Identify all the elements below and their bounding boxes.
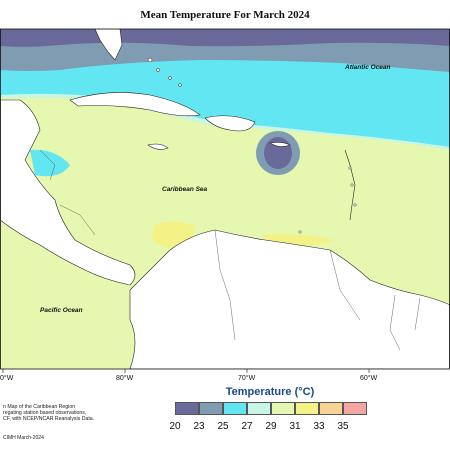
island-6 xyxy=(350,183,354,187)
pr-20 xyxy=(264,137,292,169)
lon-ticks xyxy=(2,369,370,373)
bahamas-1 xyxy=(147,57,153,63)
label-pacific: Pacific Ocean xyxy=(40,307,83,314)
credit-line-2: regating station based observations, xyxy=(3,410,87,416)
credits: n Map of the Caribbean Region regating s… xyxy=(3,404,94,422)
credit-line-1: n Map of the Caribbean Region xyxy=(3,404,76,410)
label-atlantic: Atlantic Ocean xyxy=(344,64,391,71)
legend-swatch-0 xyxy=(175,402,199,415)
stamp: CIMH March-2024 xyxy=(3,435,44,441)
hispaniola xyxy=(204,115,256,132)
legend-tick-7: 35 xyxy=(337,421,349,432)
legend-ticks: 20 23 25 27 29 31 33 35 xyxy=(163,421,393,433)
legend-tick-4: 29 xyxy=(265,421,277,432)
legend-swatch-5 xyxy=(295,402,319,415)
lon-tick-3: 60°W xyxy=(360,374,378,382)
bahamas-4 xyxy=(178,83,182,87)
legend-swatch-1 xyxy=(199,402,223,415)
cuba xyxy=(69,92,201,117)
island-8 xyxy=(298,230,302,234)
island-5 xyxy=(348,166,352,170)
map-title: Mean Temperature For March 2024 xyxy=(140,9,310,21)
border-2 xyxy=(59,204,96,236)
legend-tick-0: 20 xyxy=(169,421,181,432)
legend-swatch-3 xyxy=(247,402,271,415)
border-5 xyxy=(389,294,401,351)
legend-tick-6: 33 xyxy=(313,421,325,432)
border-6 xyxy=(414,297,421,331)
lesser-antilles xyxy=(344,149,356,221)
jamaica xyxy=(147,143,169,150)
puerto-rico xyxy=(269,142,291,147)
florida xyxy=(94,29,123,61)
border-1 xyxy=(39,149,56,181)
legend-swatch-2 xyxy=(223,402,247,415)
legend-tick-5: 31 xyxy=(289,421,301,432)
legend-swatch-6 xyxy=(319,402,343,415)
label-caribbean: Caribbean Sea xyxy=(162,186,208,193)
lon-tick-1: 80°W xyxy=(116,374,134,382)
credit-line-3: CF, with NCEP/NCAR Reanalysis Data. xyxy=(3,416,95,422)
legend-tick-2: 25 xyxy=(217,421,229,432)
legend-bar xyxy=(175,402,367,415)
legend-title: Temperature (°C) xyxy=(225,386,315,398)
legend-tick-3: 27 xyxy=(241,421,253,432)
lon-tick-2: 70°W xyxy=(238,374,256,382)
island-7 xyxy=(353,203,357,207)
legend-swatch-7 xyxy=(343,402,367,415)
bahamas-3 xyxy=(168,76,172,80)
bahamas-2 xyxy=(156,68,160,72)
legend-swatch-4 xyxy=(271,402,295,415)
legend-tick-1: 23 xyxy=(193,421,205,432)
lon-tick-0: 0°W xyxy=(0,374,14,382)
border-4 xyxy=(329,249,361,321)
yucatan-central-america xyxy=(0,99,136,286)
border-3 xyxy=(214,229,236,341)
gulf-cool xyxy=(30,149,70,177)
